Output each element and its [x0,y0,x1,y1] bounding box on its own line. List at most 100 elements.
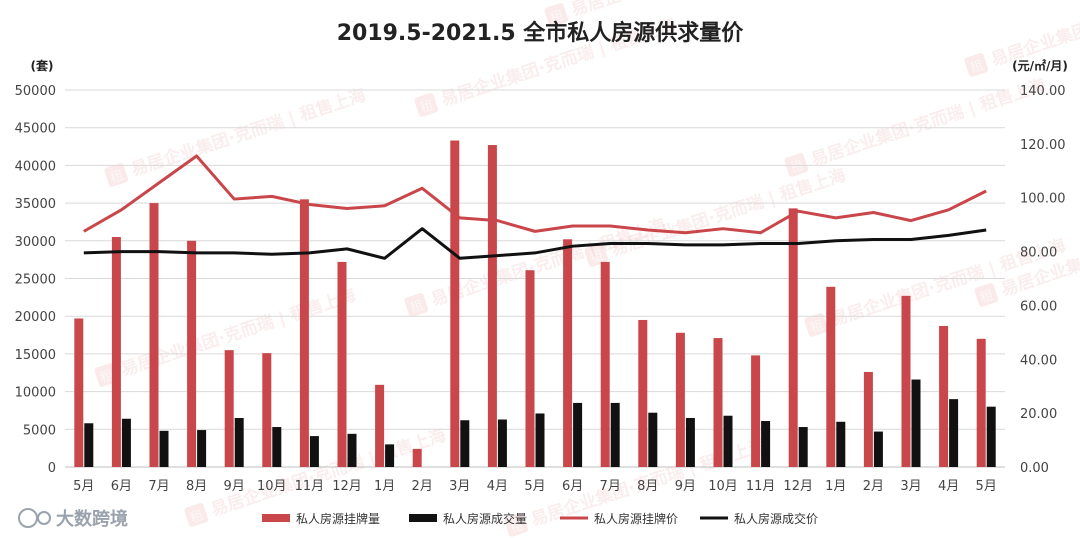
watermark-seal-text: 租 [979,288,996,306]
watermark-seal [964,53,989,77]
watermark-text: 易居企业集团·克而瑞 | 租售上海 [808,75,1048,171]
deal-volume-bar [986,406,996,467]
deal-volume-bar [535,413,545,467]
listing-volume-bar [675,332,685,467]
watermark-text: 易居企业集团·克而瑞 | 租售上海 [568,0,808,20]
x-tick-label: 9月 [224,479,245,494]
watermark-seal [414,93,439,117]
watermark-seal [184,503,209,527]
watermark: 租易居企业集团·克而瑞 | 租售上海 [104,85,368,187]
legend-swatch [409,514,437,522]
deal-price-line [83,227,987,260]
listing-volume-bar [450,140,460,467]
deal-volume-bar [723,415,733,467]
listing-volume-bar [111,237,121,467]
watermark-seal-text: 租 [509,518,526,536]
left-tick-label: 20000 [15,310,56,325]
left-tick-label: 45000 [15,122,56,137]
deal-volume-bar [648,412,658,467]
listing-price-line [83,154,987,235]
lines [83,154,987,260]
x-tick-label: 3月 [900,479,921,494]
listing-volume-bar [149,203,159,467]
x-tick-label: 8月 [637,479,658,494]
watermark-seal [584,243,609,267]
legend-swatch [262,514,290,522]
x-tick-label: 7月 [600,479,621,494]
listing-volume-bar [412,448,422,467]
deal-volume-bar [84,423,94,467]
listing-volume-bar [901,295,911,467]
listing-volume-bar [863,371,873,467]
listing-volume-bar [375,384,385,467]
right-tick-label: 120.00 [1020,138,1066,153]
x-tick-label: 3月 [449,479,470,494]
right-tick-label: 60.00 [1020,299,1057,314]
deal-volume-bar [497,419,507,467]
watermark-seal-text: 租 [189,508,206,526]
left-tick-label: 15000 [15,348,56,363]
logo-icon [18,508,38,528]
x-tick-label: 12月 [332,479,362,494]
watermark-seal [104,163,129,187]
x-tick-label: 10月 [708,479,738,494]
brand-logo: 大数跨境 [18,508,128,530]
listing-volume-bar [487,145,497,468]
watermark-seal-text: 租 [789,158,806,176]
left-tick-label: 0 [48,461,56,476]
listing-volume-bar [638,319,648,467]
listing-volume-bar [262,353,272,467]
deal-volume-bar [159,430,169,467]
legend-label: 私人房源成交价 [734,511,818,526]
x-tick-label: 9月 [675,479,696,494]
watermark-text: 易居企业集团·克而瑞 | 租售上海 [128,85,368,181]
right-axis-unit: (元/㎡/月) [1012,58,1068,73]
x-tick-label: 5月 [73,479,94,494]
left-tick-label: 5000 [23,423,56,438]
x-tick-label: 8月 [186,479,207,494]
x-tick-label: 2月 [863,479,884,494]
right-tick-label: 100.00 [1020,192,1066,207]
deal-volume-bar [873,431,883,467]
x-tick-label: 1月 [374,479,395,494]
x-axis: 5月 6月 7月 8月 9月 10月 11月 12月 1月 2月 3月 4月 5月 6月 7月 8月 9月 10月… [73,479,997,494]
gridlines [65,89,1005,468]
left-axis: 0 5000 10000 15000 20000 25000 30000 35000 40000… [15,84,56,476]
listing-volume-bar [337,261,347,467]
x-tick-label: 6月 [111,479,132,494]
deal-volume-bar [761,421,771,467]
deal-volume-bar [460,420,470,467]
x-tick-label: 10月 [257,479,287,494]
x-tick-label: 1月 [825,479,846,494]
watermark-seal [804,313,829,337]
x-tick-label: 5月 [976,479,997,494]
x-tick-label: 4月 [487,479,508,494]
deal-volume-bar [197,430,207,467]
legend-label: 私人房源挂牌价 [594,511,678,526]
left-tick-label: 30000 [15,235,56,250]
x-tick-label: 2月 [412,479,433,494]
watermark-seal-text: 租 [409,298,426,316]
deal-volume-bar [911,379,921,467]
deal-volume-bar [949,399,959,467]
legend: 私人房源挂牌量 私人房源成交量 私人房源挂牌价 私人房源成交价 [262,511,818,526]
chart-title: 2019.5-2021.5 全市私人房源供求量价 [337,20,745,46]
x-tick-label: 4月 [938,479,959,494]
listing-volume-bar [525,270,535,467]
watermark-text: 易居企业集团·克而瑞 | 租售上海 [208,425,448,521]
listing-volume-bar [563,239,573,467]
watermark-seal-text: 租 [99,368,116,386]
listing-volume-bar [751,355,761,467]
x-tick-label: 11月 [295,479,325,494]
deal-volume-bar [121,418,131,467]
watermark-seal-text: 租 [809,318,826,336]
deal-volume-bar [610,402,620,467]
left-tick-label: 35000 [15,197,56,212]
x-tick-label: 5月 [524,479,545,494]
deal-volume-bar [347,433,357,467]
listing-volume-bar [939,326,949,467]
deal-volume-bar [573,402,583,467]
x-tick-label: 6月 [562,479,583,494]
left-tick-label: 50000 [15,84,56,99]
